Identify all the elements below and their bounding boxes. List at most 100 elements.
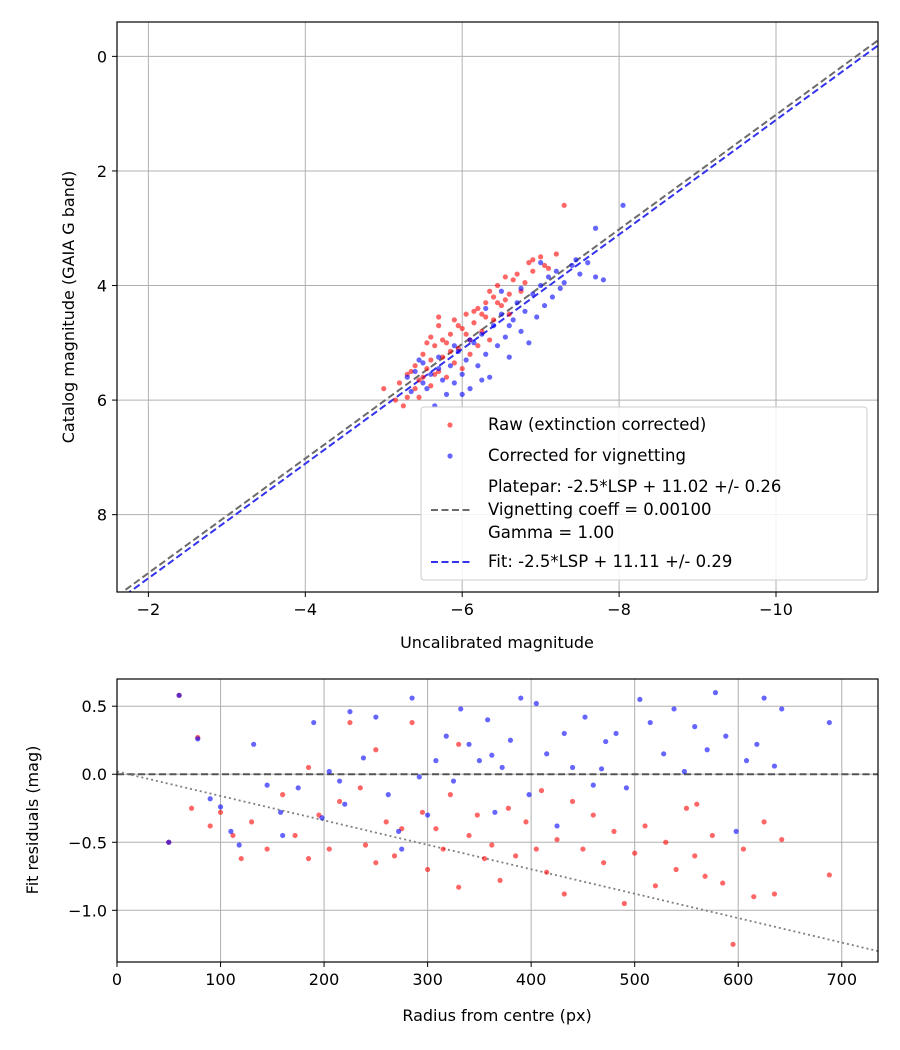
bottom-plot-data-point bbox=[385, 792, 391, 798]
bottom-plot-data-point bbox=[409, 695, 415, 701]
bottom-plot-data-point bbox=[443, 733, 449, 739]
top-plot-data-point bbox=[498, 311, 505, 317]
top-plot-data-point bbox=[459, 371, 465, 377]
top-plot-data-point bbox=[408, 368, 414, 375]
top-plot-data-point bbox=[424, 340, 430, 346]
top-plot-data-point bbox=[408, 388, 414, 395]
bottom-plot-line-vignetting-model bbox=[117, 770, 878, 952]
top-plot-data-point bbox=[400, 403, 406, 409]
bottom-plot-data-point bbox=[474, 812, 480, 818]
top-plot-data-point bbox=[538, 260, 544, 266]
top-plot-data-point bbox=[392, 397, 399, 403]
bottom-plot-data-point bbox=[554, 823, 560, 829]
bottom-plot-data-point bbox=[751, 894, 757, 900]
bottom-plot-ytick-label: −1.0 bbox=[68, 901, 107, 920]
bottom-plot-data-point bbox=[709, 832, 715, 839]
top-plot-data-point bbox=[412, 363, 418, 369]
bottom-plot-data-point bbox=[499, 764, 505, 771]
bottom-plot-xtick-label: 200 bbox=[309, 970, 340, 989]
top-plot-data-point bbox=[569, 262, 575, 269]
top-plot-data-point bbox=[506, 323, 512, 329]
top-plot-data-point bbox=[467, 337, 473, 343]
top-plot-data-point bbox=[432, 371, 438, 377]
bottom-plot-data-point bbox=[704, 747, 710, 753]
top-plot-data-point bbox=[490, 323, 497, 329]
legend-label-platepar-line1: Platepar: -2.5*LSP + 11.02 +/- 0.26 bbox=[488, 477, 781, 496]
bottom-plot-data-point bbox=[466, 832, 472, 839]
bottom-plot-data-point bbox=[518, 695, 524, 701]
top-plot-data-point bbox=[428, 371, 434, 377]
bottom-plot-data-point bbox=[632, 850, 638, 856]
top-plot-data-point bbox=[463, 331, 469, 337]
top-plot-data-point bbox=[534, 314, 540, 320]
bottom-plot-data-point bbox=[207, 823, 213, 829]
bottom-plot-data-point bbox=[456, 884, 462, 890]
bottom-plot-data-point bbox=[683, 805, 690, 811]
bottom-plot-data-point bbox=[712, 690, 719, 696]
legend-label-corrected: Corrected for vignetting bbox=[488, 446, 686, 465]
bottom-plot-data-point bbox=[681, 768, 687, 775]
bottom-plot-data-point bbox=[671, 706, 677, 712]
top-plot-ytick-label: 0 bbox=[97, 47, 107, 66]
bottom-plot-data-point bbox=[582, 714, 588, 720]
top-plot-data-point bbox=[506, 311, 512, 317]
bottom-plot-data-point bbox=[433, 758, 439, 764]
top-plot-xlabel: Uncalibrated magnitude bbox=[400, 633, 594, 652]
top-plot-data-point bbox=[463, 311, 469, 317]
bottom-plot-data-point bbox=[391, 853, 398, 859]
bottom-plot-data-point bbox=[533, 700, 539, 707]
top-plot-data-point bbox=[592, 274, 599, 280]
top-plot-data-point bbox=[514, 300, 520, 306]
top-plot-data-point bbox=[573, 257, 579, 263]
top-plot-data-point bbox=[502, 274, 508, 280]
bottom-plot-xtick-label: 100 bbox=[205, 970, 236, 989]
top-plot-data-point bbox=[557, 285, 563, 291]
top-plot-data-point bbox=[487, 374, 493, 380]
top-plot-data-point bbox=[541, 262, 548, 269]
bottom-plot-xtick-label: 700 bbox=[826, 970, 857, 989]
top-plot-data-point bbox=[459, 391, 465, 397]
bottom-plot-data-point bbox=[779, 706, 785, 712]
bottom-plot-data-point bbox=[569, 798, 576, 805]
top-plot-data-point bbox=[549, 294, 556, 300]
top-plot-data-point bbox=[420, 360, 426, 366]
bottom-plot-ytick-label: −0.5 bbox=[68, 833, 107, 852]
bottom-plot-data-point bbox=[476, 758, 482, 764]
top-plot-data-point bbox=[428, 334, 434, 340]
bottom-plot-data-point bbox=[217, 809, 224, 815]
bottom-plot-data-point bbox=[277, 809, 284, 815]
top-plot-data-point bbox=[420, 351, 426, 357]
bottom-plot-data-point bbox=[440, 846, 446, 852]
bottom-plot-data-point bbox=[637, 696, 643, 703]
bottom-plot-data-point bbox=[533, 846, 539, 852]
top-plot-data-point bbox=[436, 354, 442, 360]
bottom-plot-data-point bbox=[311, 719, 317, 726]
bottom-plot-data-point bbox=[673, 866, 679, 873]
bottom-plot-xtick-label: 300 bbox=[412, 970, 443, 989]
legend-marker-raw bbox=[447, 422, 453, 428]
bottom-plot-data-point bbox=[305, 764, 312, 771]
bottom-plot-data-point bbox=[826, 719, 832, 726]
top-plot-data-point bbox=[483, 300, 489, 306]
bottom-plot-data-point bbox=[603, 738, 609, 745]
bottom-plot-data-point bbox=[399, 846, 405, 852]
top-plot-xtick-label: −8 bbox=[607, 600, 631, 619]
bottom-plot-data-point bbox=[347, 709, 353, 715]
bottom-plot-series-corrected bbox=[166, 690, 832, 852]
bottom-plot-data-point bbox=[176, 692, 182, 698]
legend-box bbox=[420, 406, 868, 581]
bottom-plot-data-point bbox=[538, 787, 545, 794]
top-plot-data-point bbox=[518, 328, 524, 334]
top-plot-data-point bbox=[443, 340, 450, 346]
bottom-plot-data-point bbox=[251, 741, 257, 747]
bottom-plot-data-point bbox=[326, 846, 332, 852]
top-plot-data-point bbox=[471, 308, 477, 314]
top-plot-data-point bbox=[479, 331, 485, 337]
top-plot-data-point bbox=[498, 302, 505, 309]
bottom-plot-xtick-label: 500 bbox=[619, 970, 650, 989]
bottom-plot-frame bbox=[116, 678, 879, 963]
bottom-plot-data-point bbox=[383, 819, 389, 825]
top-plot-data-point bbox=[518, 285, 524, 291]
top-plot-data-point bbox=[545, 274, 552, 280]
